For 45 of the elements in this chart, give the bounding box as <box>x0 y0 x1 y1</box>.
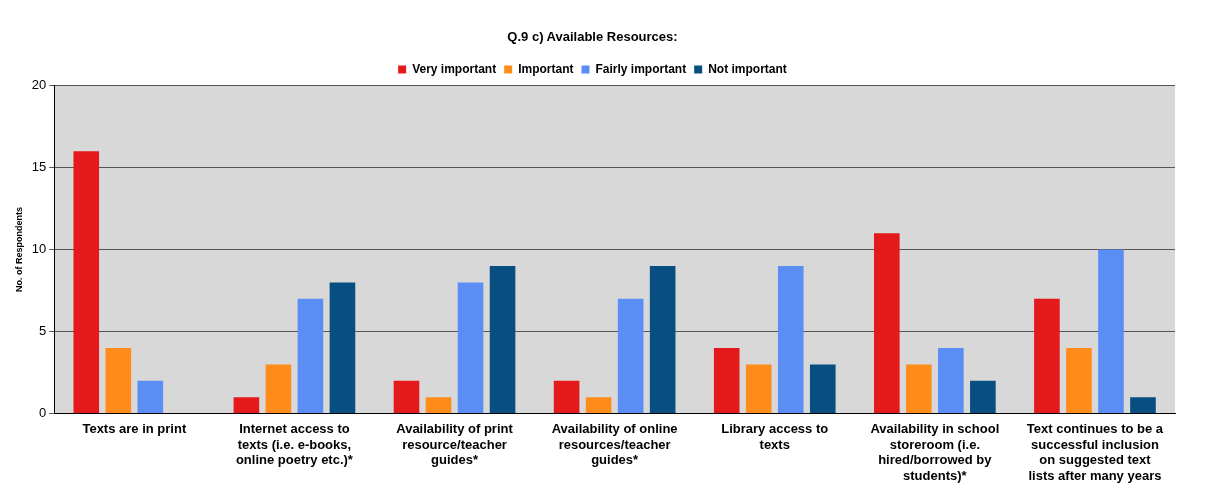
y-tick-label: 5 <box>39 323 47 339</box>
bar <box>585 397 612 414</box>
bar <box>1130 397 1156 414</box>
y-axis-title: No. of Respondents <box>13 207 24 293</box>
legend-label: Very important <box>412 61 497 76</box>
bar <box>1066 348 1092 414</box>
y-tick-label: 0 <box>39 405 47 421</box>
bar <box>553 380 580 414</box>
legend-label: Important <box>518 61 574 76</box>
bar <box>906 364 932 414</box>
x-tick-label: Texts are in print <box>82 420 187 436</box>
bar <box>393 380 420 414</box>
bar <box>970 380 996 414</box>
x-tick-label: Availability of online resources/teacher guides* <box>551 420 678 468</box>
bar <box>874 233 900 414</box>
bar <box>1098 249 1124 414</box>
bar <box>777 266 804 414</box>
bar <box>713 348 740 414</box>
y-tick-label: 15 <box>31 159 47 175</box>
x-tick-label: Availability of print resource/teacher guides* <box>396 420 514 468</box>
bar <box>297 298 324 414</box>
x-tick-label: Internet access to texts (i.e. e-books, online poetry etc.)* <box>235 420 354 468</box>
bar <box>105 348 132 414</box>
bar <box>489 266 516 414</box>
bar <box>137 380 164 414</box>
bar <box>457 282 484 414</box>
bar <box>745 364 772 414</box>
bar <box>938 348 964 414</box>
bar <box>1034 298 1060 414</box>
legend-label: Fairly important <box>595 61 687 76</box>
x-tick-label: Text continues to be a successful inclusion on suggested text lists after many years <box>1026 420 1164 483</box>
y-tick-label: 20 <box>31 77 47 93</box>
bar <box>265 364 292 414</box>
bar <box>425 397 452 414</box>
bar <box>617 298 644 414</box>
bar <box>809 364 836 414</box>
x-tick-label: Library access to texts <box>721 420 829 452</box>
bar <box>649 266 676 414</box>
legend-label: Not important <box>708 61 787 76</box>
bar <box>233 397 260 414</box>
y-tick-label: 10 <box>31 241 47 257</box>
bar <box>329 282 356 414</box>
x-tick-label: Availability in school storeroom (i.e. hired/borrowed by students)* <box>870 420 1000 483</box>
bar <box>73 151 100 414</box>
chart-title: Q.9 c) Available Resources: <box>507 29 678 45</box>
